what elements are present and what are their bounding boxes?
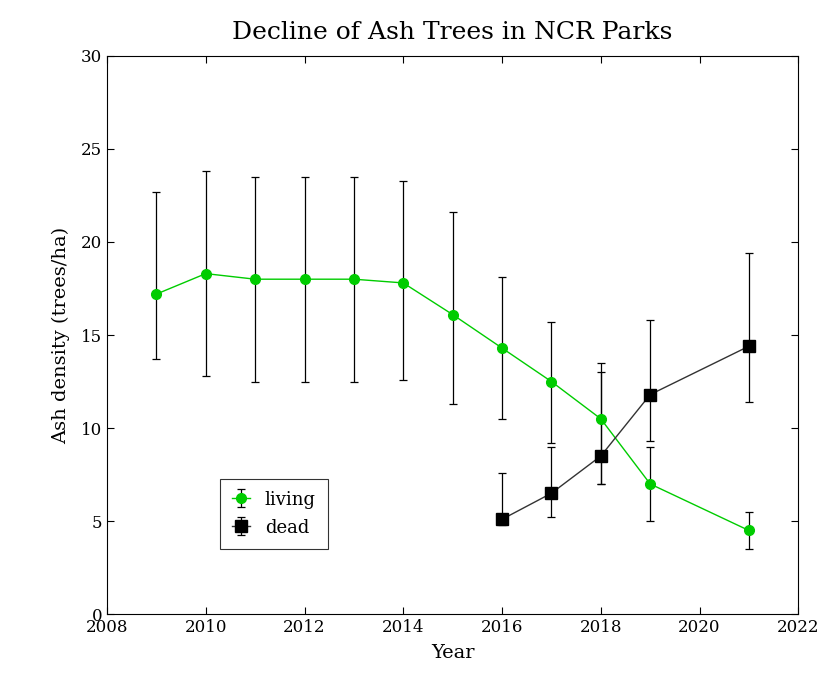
X-axis label: Year: Year — [431, 644, 474, 662]
Legend: living, dead: living, dead — [220, 479, 328, 549]
Y-axis label: Ash density (trees/ha): Ash density (trees/ha) — [52, 226, 70, 444]
Title: Decline of Ash Trees in NCR Parks: Decline of Ash Trees in NCR Parks — [232, 21, 673, 44]
